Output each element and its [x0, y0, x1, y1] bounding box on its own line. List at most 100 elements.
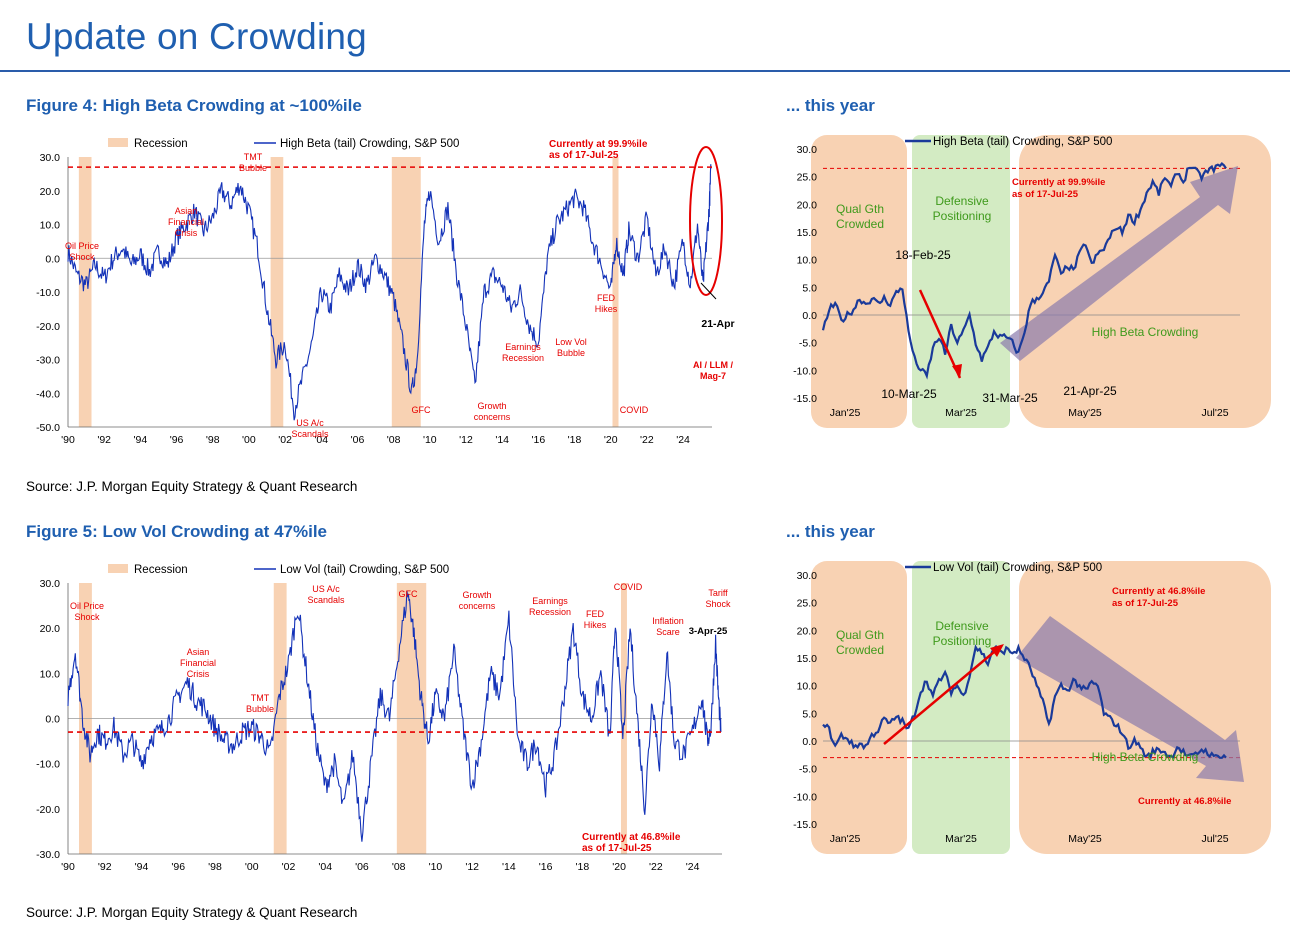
annotation-label: TMT: [244, 152, 263, 162]
legend-label-recession: Recession: [134, 138, 188, 150]
y-tick-label: 25.0: [797, 172, 818, 184]
red-arrow-head: [952, 364, 962, 378]
annotation-label: as of 17-Jul-25: [1112, 598, 1179, 609]
red-arrow-head: [990, 644, 1004, 657]
y-tick-label: -10.0: [793, 365, 817, 377]
annotation-label: Earnings: [505, 342, 541, 352]
legend-label-series: High Beta (tail) Crowding, S&P 500: [933, 136, 1112, 148]
y-tick-label: -10.0: [36, 287, 60, 299]
figure5-title: Figure 5: Low Vol Crowding at 47%ile: [26, 522, 327, 541]
annotation-label: Hikes: [595, 304, 618, 314]
y-tick-label: 0.0: [802, 310, 817, 322]
trend-arrow: [1000, 166, 1238, 361]
highlight-ellipse: [689, 146, 723, 296]
callout-line: [700, 282, 717, 300]
x-tick-label: Jul'25: [1201, 407, 1228, 419]
x-tick-label: '22: [640, 434, 654, 446]
annotation-label: Positioning: [933, 209, 992, 223]
x-tick-label: Jan'25: [830, 407, 861, 419]
legend-label-series: Low Vol (tail) Crowding, S&P 500: [933, 562, 1102, 574]
source-note-2: Source: J.P. Morgan Equity Strategy & Qu…: [26, 905, 358, 920]
annotation-label: Growth: [462, 590, 491, 600]
annotation-label: US A/c: [296, 418, 324, 428]
y-tick-label: 20.0: [797, 199, 818, 211]
y-tick-label: 25.0: [797, 598, 818, 610]
figure4b-title: ... this year: [786, 96, 875, 115]
annotation-label: GFC: [399, 589, 418, 599]
annotation-label: Bubble: [557, 348, 585, 358]
annotation-label: concerns: [474, 412, 511, 422]
x-tick-label: '94: [135, 861, 149, 873]
annotation-label: concerns: [459, 601, 496, 611]
trend-arrow: [1016, 616, 1244, 782]
annotation-label: 21-Apr-25: [1063, 384, 1117, 398]
x-tick-label: '98: [208, 861, 222, 873]
annotation-label: Mag-7: [700, 371, 726, 381]
annotation-label: Currently at 99.9%ile: [1012, 177, 1105, 188]
annotation-label: as of 17-Jul-25: [582, 843, 652, 854]
annotation-label: Scandals: [307, 595, 345, 605]
annotation-label: Tariff: [708, 588, 728, 598]
page-title: Update on Crowding: [26, 16, 367, 57]
annotation-label: Recession: [529, 607, 571, 617]
fig5b-chart: 30.0 25.0 20.0 15.0 10.0 5.0 0.0 -5.0 -10.0 -15.0…: [793, 561, 1271, 854]
panel-qual-gth: [811, 561, 907, 854]
x-tick-label: Jan'25: [830, 833, 861, 845]
fig5-chart: 30.0 20.0 10.0 0.0 -10.0 -20.0 -30.0'90 '92 '94 '…: [36, 564, 731, 873]
x-tick-label: '18: [568, 434, 582, 446]
y-tick-label: -10.0: [36, 759, 60, 771]
annotation-label: Recession: [502, 353, 544, 363]
y-tick-label: -30.0: [36, 849, 60, 861]
annotation-label: 31-Mar-25: [982, 391, 1038, 405]
annotation-label: High Beta Crowding: [1092, 750, 1199, 764]
x-tick-label: '12: [465, 861, 479, 873]
y-tick-label: -15.0: [793, 393, 817, 405]
legend-swatch-recession: [108, 138, 128, 147]
x-tick-label: Mar'25: [945, 833, 977, 845]
annotation-label: Oil Price: [65, 241, 99, 251]
series-line: [822, 643, 1227, 760]
annotation-label: COVID: [614, 582, 643, 592]
annotation-label: Defensive: [935, 619, 989, 633]
x-tick-label: '04: [318, 861, 332, 873]
annotation-label: Crisis: [175, 228, 198, 238]
x-tick-label: Mar'25: [945, 407, 977, 419]
annotation-label: Scandals: [291, 429, 329, 439]
y-tick-label: 30.0: [797, 144, 818, 156]
annotation-label: Hikes: [584, 620, 607, 630]
recession-band: [612, 157, 619, 427]
legend-label-series: Low Vol (tail) Crowding, S&P 500: [280, 564, 449, 576]
y-tick-label: -15.0: [793, 819, 817, 831]
x-tick-label: '16: [539, 861, 553, 873]
annotation-label: Bubble: [239, 163, 267, 173]
annotation-label: Currently at 46.8%ile: [1138, 796, 1231, 807]
annotation-label: Low Vol: [555, 337, 587, 347]
x-tick-label: '24: [676, 434, 690, 446]
annotation-label: Currently at 46.8%ile: [582, 832, 681, 843]
y-tick-label: 10.0: [40, 668, 61, 680]
x-tick-label: '02: [278, 434, 292, 446]
y-tick-label: 0.0: [45, 253, 60, 265]
annotation-label: Financial: [180, 658, 216, 668]
x-tick-label: '22: [649, 861, 663, 873]
x-tick-label: '16: [531, 434, 545, 446]
annotation-label: Bubble: [246, 704, 274, 714]
y-tick-label: -20.0: [36, 804, 60, 816]
x-tick-label: '90: [61, 434, 75, 446]
x-tick-label: Jul'25: [1201, 833, 1228, 845]
y-tick-label: 10.0: [40, 220, 61, 232]
recession-band: [391, 157, 421, 427]
series-line: [821, 162, 1227, 380]
panel-defensive: [912, 561, 1010, 854]
annotation-label: Qual Gth: [836, 202, 884, 216]
x-tick-label: '06: [351, 434, 365, 446]
annotation-label: 18-Feb-25: [895, 248, 951, 262]
source-note-1: Source: J.P. Morgan Equity Strategy & Qu…: [26, 479, 358, 494]
x-tick-label: May'25: [1068, 833, 1102, 845]
annotation-label: 21-Apr: [701, 318, 734, 330]
annotation-label: Oil Price: [70, 601, 104, 611]
annotation-label: AI / LLM /: [693, 360, 733, 370]
x-tick-label: '10: [423, 434, 437, 446]
annotation-label: Asian: [175, 206, 198, 216]
y-tick-label: -5.0: [799, 338, 817, 350]
